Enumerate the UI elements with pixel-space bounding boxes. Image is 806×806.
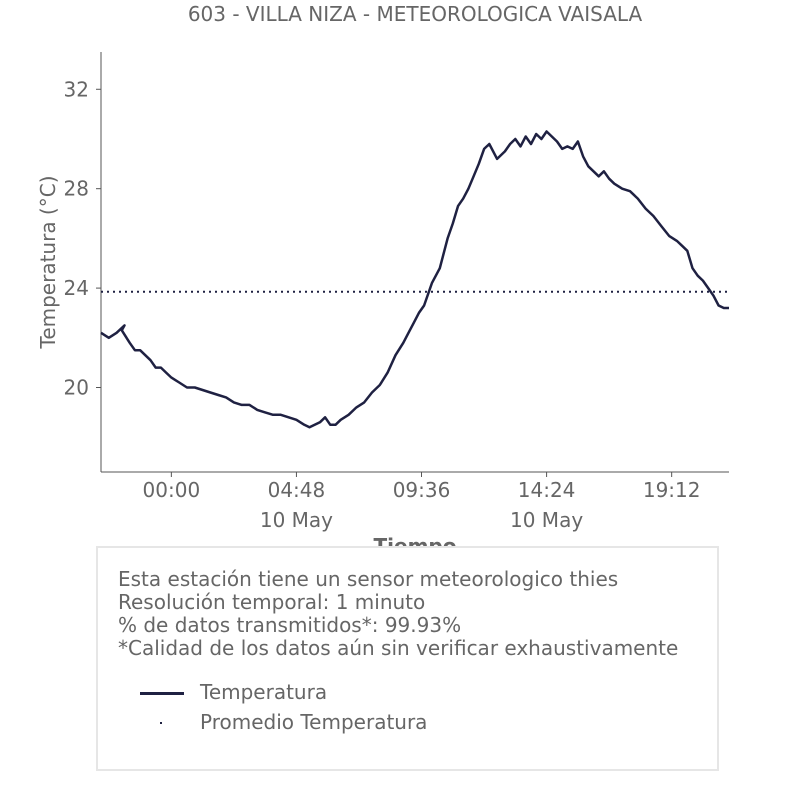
x-tick-label: 09:36 [393, 478, 451, 502]
chart-ticks: 20 24 28 32 00:00 04:48 10 May 09:36 14:24 10 May… [64, 77, 701, 532]
x-tick-label: 14:24 [518, 478, 576, 502]
legend-line-swatch [140, 692, 184, 695]
info-line-transmitted: % de datos transmitidos*: 99.93% [118, 613, 462, 637]
info-line-sensor: Esta estación tiene un sensor meteorolog… [118, 567, 619, 591]
y-tick-label: 28 [64, 177, 89, 201]
y-tick-label: 20 [64, 376, 89, 400]
legend-dot-swatch [160, 722, 162, 724]
x-tick-label: 19:12 [643, 478, 701, 502]
plot-area [100, 130, 729, 429]
x-tick-date-label: 10 May [260, 508, 333, 532]
x-tick-label: 00:00 [143, 478, 201, 502]
x-tick-date-label: 10 May [510, 508, 583, 532]
legend-label: Temperatura [200, 680, 328, 704]
info-line-resolution: Resolución temporal: 1 minuto [118, 590, 426, 614]
y-tick-label: 32 [64, 77, 89, 101]
info-line-quality-note: *Calidad de los datos aún sin verificar … [118, 636, 679, 660]
y-tick-label: 24 [64, 276, 89, 300]
legend-label: Promedio Temperatura [200, 710, 428, 734]
x-tick-label: 04:48 [268, 478, 326, 502]
y-axis-label: Temperatura (°C) [36, 175, 60, 349]
series-line-temperatura [100, 130, 729, 429]
chart-axes [100, 52, 729, 473]
info-box: Esta estación tiene un sensor meteorolog… [96, 546, 719, 771]
chart-title: 603 - VILLA NIZA - METEOROLOGICA VAISALA [188, 2, 643, 26]
info-text: Esta estación tiene un sensor meteorolog… [118, 568, 678, 660]
